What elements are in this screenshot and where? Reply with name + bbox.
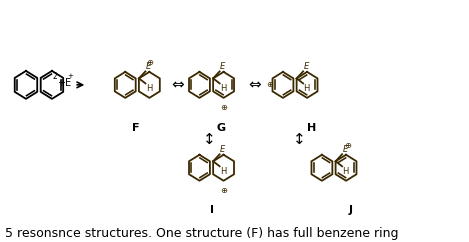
Text: 5 resonsnce structures. One structure (F) has full benzene ring: 5 resonsnce structures. One structure (F… [5, 227, 398, 240]
Text: ⊕: ⊕ [220, 103, 227, 112]
Text: H: H [342, 167, 349, 176]
Text: ↕: ↕ [203, 132, 216, 147]
Text: I: I [210, 205, 213, 215]
Text: ⇔: ⇔ [172, 77, 184, 92]
Text: E: E [220, 145, 225, 154]
Text: ⊕: ⊕ [344, 141, 351, 150]
Text: E: E [220, 62, 225, 71]
Text: E: E [303, 62, 309, 71]
Text: ⇔: ⇔ [249, 77, 262, 92]
Text: E: E [342, 145, 348, 154]
Text: H: H [307, 123, 316, 133]
Text: H: H [220, 84, 227, 93]
Text: H: H [303, 84, 310, 93]
Text: ↕: ↕ [293, 132, 306, 147]
Text: ⊕: ⊕ [146, 58, 153, 67]
Text: E: E [146, 62, 151, 71]
Text: ⊕: ⊕ [266, 80, 273, 89]
Text: H: H [220, 167, 227, 176]
Text: F: F [132, 123, 139, 133]
Text: 2: 2 [53, 72, 58, 81]
Text: H: H [146, 84, 152, 93]
Text: ⊕: ⊕ [220, 186, 227, 195]
Text: J: J [348, 205, 353, 215]
Text: +: + [68, 73, 74, 79]
Text: G: G [216, 123, 226, 133]
Text: +E: +E [57, 78, 71, 88]
